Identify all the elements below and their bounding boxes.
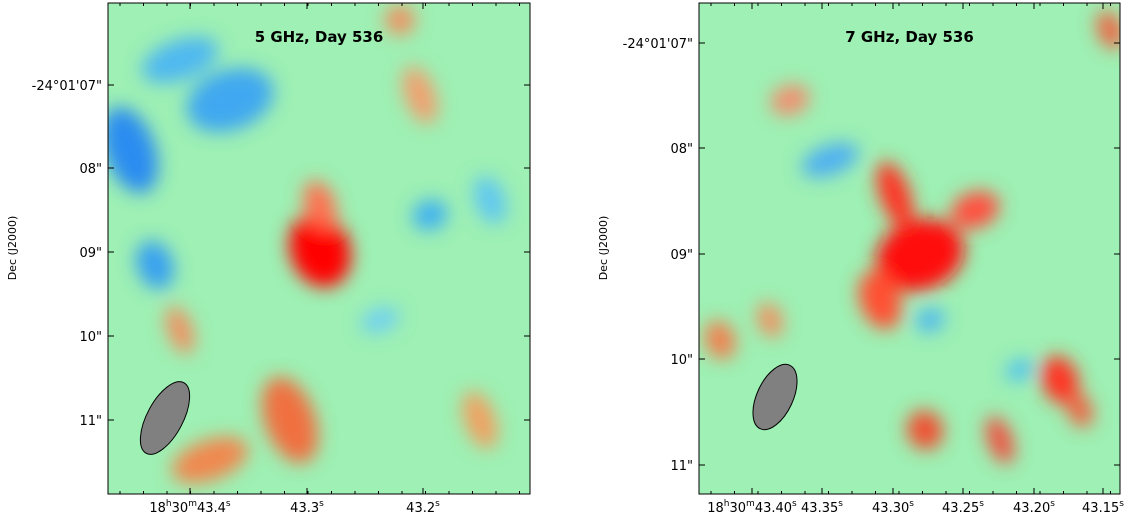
plot-frame [698,2,1121,495]
y-tick-label: 11" [670,459,693,474]
x-tick-label: 18h30m43.40s [707,499,797,516]
tick-part: 30 [172,501,189,516]
heatmap-blob [876,161,914,229]
heatmap-blob [915,307,945,333]
tick-sup: m [746,499,755,509]
tick-sup: s [1119,499,1124,509]
heatmap-blob [303,180,337,230]
tick-sup: s [909,499,914,509]
tick-sup: s [1050,499,1055,509]
tick-sup: m [188,499,197,509]
y-tick-label: -24°01'07" [32,79,102,94]
heatmap-blob [136,240,174,290]
panel-title: 7 GHz, Day 536 [845,28,974,46]
y-tick-label: 08" [670,142,693,157]
tick-part: 43.2 [406,501,435,516]
panel-title: 5 GHz, Day 536 [255,28,384,46]
x-tick-label: 43.35s [801,499,843,516]
x-tick-label: 43.3s [290,499,324,516]
tick-part: 43.25 [942,501,979,516]
tick-part: 43.35 [801,501,838,516]
tick-sup: h [724,499,730,509]
y-tick-label: 10" [79,330,102,345]
tick-part: 43.30 [872,501,909,516]
heatmap-blob [171,436,249,484]
tick-part: 43.20 [1013,501,1050,516]
heatmap-blob [186,67,274,133]
tick-sup: s [792,499,797,509]
x-tick-label: 43.25s [942,499,984,516]
x-tick-label: 18h30m43.4s [149,499,231,516]
heatmap-blob [402,66,438,124]
tick-sup: s [979,499,984,509]
tick-part: 43.40 [755,501,792,516]
tick-part: 43.15 [1082,501,1119,516]
y-tick-label: 11" [79,414,102,429]
heatmap-blob [757,302,783,338]
heatmap-blobs [108,5,507,484]
heatmap-blob [473,175,507,225]
heatmap-blob [360,306,400,334]
y-tick-label: 08" [79,162,102,177]
heatmap-blob [1096,10,1120,50]
tick-part: 43.4 [197,501,226,516]
heatmap-blob [462,391,498,449]
x-tick-label: 43.15s [1082,499,1124,516]
tick-part: 18 [707,501,724,516]
heatmap-blob [108,106,159,194]
heatmap-blobs [704,10,1120,464]
y-tick-label: 09" [670,248,693,263]
heatmap-blob [985,416,1015,464]
tick-sup: s [435,499,440,509]
y-tick-label: -24°01'07" [623,37,693,52]
tick-sup: s [319,499,324,509]
tick-sup: h [166,499,172,509]
y-tick-label: 09" [79,246,102,261]
y-axis-label: Dec (J2000) [597,216,610,281]
heatmap-blob [1041,355,1079,405]
heatmap-blob [1005,359,1035,381]
beam [752,363,798,431]
heatmap-blob [165,306,195,354]
tick-sup: s [838,499,843,509]
heatmap-blob [801,142,859,178]
plot-frame [107,2,531,495]
heatmap-blob [770,84,810,116]
heatmap-blob [950,191,1000,229]
heatmap-blob [1067,392,1093,428]
heatmap-blob [385,5,415,35]
heatmap-blob [288,212,352,288]
y-axis-label: Dec (J2000) [6,216,19,281]
x-tick-label: 43.30s [872,499,914,516]
tick-part: 30 [730,501,747,516]
y-tick-label: 10" [670,353,693,368]
heatmap-blob [261,376,319,464]
tick-part: 43.3 [290,501,319,516]
heatmap-blob [858,270,902,330]
heatmap-blob [412,199,448,231]
x-tick-label: 43.2s [406,499,440,516]
beam [139,381,191,455]
heatmap-blob [876,218,964,292]
heatmap-blob [141,36,219,84]
tick-sup: s [226,499,231,509]
heatmap-blob [704,320,736,360]
tick-part: 18 [149,501,166,516]
heatmap-blob [906,410,944,450]
x-tick-label: 43.20s [1013,499,1055,516]
